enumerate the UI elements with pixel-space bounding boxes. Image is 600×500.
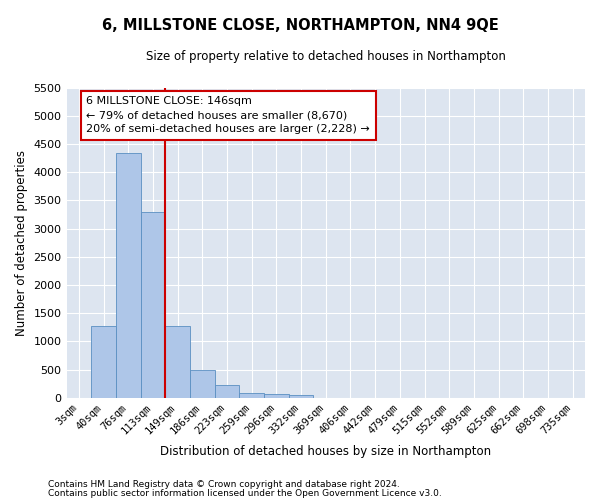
Bar [165,326,190,398]
Bar [140,212,165,398]
Bar [190,370,215,398]
Y-axis label: Number of detached properties: Number of detached properties [15,150,28,336]
X-axis label: Distribution of detached houses by size in Northampton: Distribution of detached houses by size … [160,444,491,458]
Bar [91,326,116,398]
Bar [289,395,313,398]
Bar [239,392,264,398]
Title: Size of property relative to detached houses in Northampton: Size of property relative to detached ho… [146,50,506,63]
Text: 6 MILLSTONE CLOSE: 146sqm
← 79% of detached houses are smaller (8,670)
20% of se: 6 MILLSTONE CLOSE: 146sqm ← 79% of detac… [86,96,370,134]
Text: 6, MILLSTONE CLOSE, NORTHAMPTON, NN4 9QE: 6, MILLSTONE CLOSE, NORTHAMPTON, NN4 9QE [101,18,499,32]
Text: Contains HM Land Registry data © Crown copyright and database right 2024.: Contains HM Land Registry data © Crown c… [48,480,400,489]
Text: Contains public sector information licensed under the Open Government Licence v3: Contains public sector information licen… [48,489,442,498]
Bar [264,394,289,398]
Bar [116,152,140,398]
Bar [215,386,239,398]
